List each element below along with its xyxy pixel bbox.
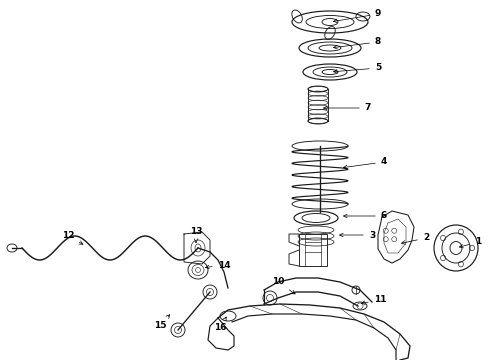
Text: 10: 10 <box>272 278 295 294</box>
Text: 5: 5 <box>334 63 381 73</box>
Text: 3: 3 <box>340 230 375 239</box>
Text: 16: 16 <box>214 317 226 333</box>
Text: 15: 15 <box>154 315 170 330</box>
Text: 14: 14 <box>205 261 230 270</box>
Text: 9: 9 <box>334 9 381 23</box>
Text: 8: 8 <box>334 37 381 49</box>
Text: 2: 2 <box>401 234 429 244</box>
Text: 4: 4 <box>343 158 387 169</box>
Text: 6: 6 <box>343 211 387 220</box>
Text: 13: 13 <box>190 228 202 243</box>
Text: 11: 11 <box>362 296 386 305</box>
Text: 12: 12 <box>62 231 83 244</box>
Text: 7: 7 <box>323 104 371 112</box>
Text: 1: 1 <box>460 238 481 248</box>
Bar <box>299 234 327 266</box>
